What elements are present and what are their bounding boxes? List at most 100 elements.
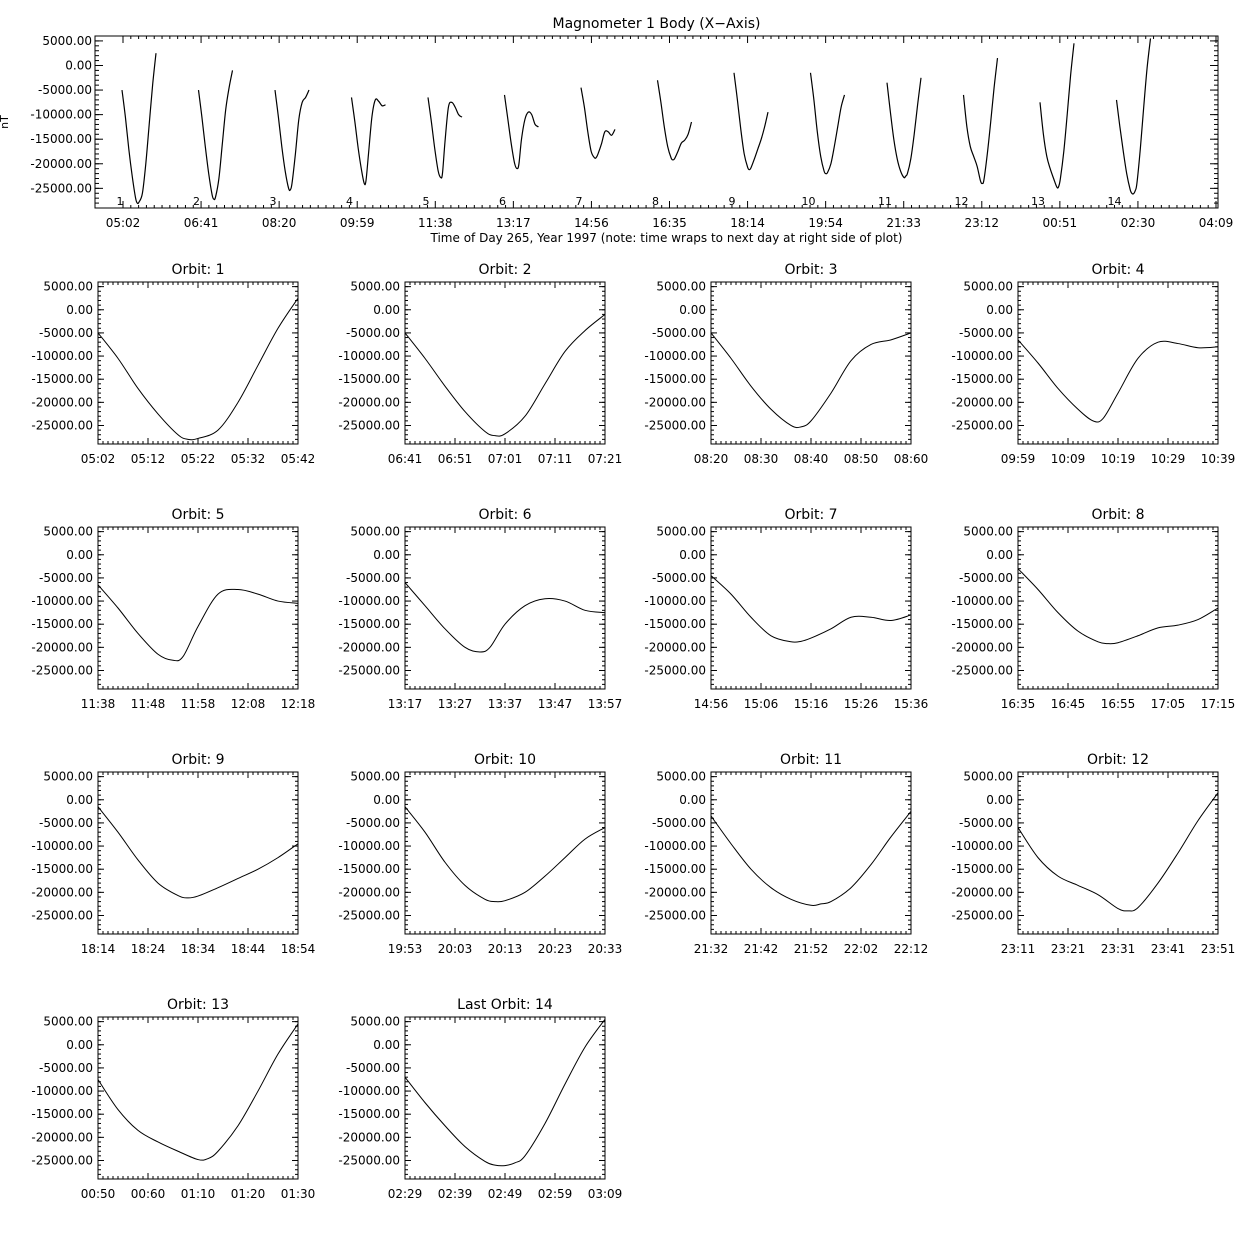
y-tick-label: -10000.00 [31,839,93,853]
x-tick-label: 18:54 [281,942,316,956]
x-tick-label: 14:56 [694,697,729,711]
panel-frame [97,771,299,935]
y-tick-label: -25000.00 [644,908,706,922]
y-tick-label: 0.00 [66,303,93,317]
orbit-panel-5: Orbit: 5 5000.00 0.00 -5000.00 -10000.00 -150… [31,507,315,711]
panel-title: Orbit: 10 [474,752,536,768]
y-tick-label: -5000.00 [346,326,400,340]
x-tick-label: 08:30 [744,452,779,466]
y-tick-label: -20000.00 [30,157,92,171]
x-tick-label: 00:50 [81,1187,116,1201]
overview-chart: Magnometer 1 Body (X−Axis) 5000.00 0.00 -50… [0,16,1233,245]
y-tick-label: -10000.00 [30,108,92,122]
y-tick-label: -5000.00 [959,326,1013,340]
x-tick-label: 23:12 [964,216,999,230]
overview-series-orbit-8 [656,80,693,161]
y-tick-label: 0.00 [373,1038,400,1052]
orbit-panel-9: Orbit: 9 5000.00 0.00 -5000.00 -10000.00 -150… [31,752,315,956]
x-tick-label: 17:15 [1201,697,1236,711]
x-tick-label: 22:12 [894,942,929,956]
overview-series-orbit-4 [350,97,386,186]
overview-series-orbit-5 [427,97,463,179]
y-tick-label: -15000.00 [644,372,706,386]
orbit-panel-13: Orbit: 13 5000.00 0.00 -5000.00 -10000.00 -15… [31,997,315,1201]
overview-series-orbit-14 [1115,38,1152,195]
panel-title: Orbit: 2 [478,262,531,278]
x-tick-label: 07:11 [538,452,573,466]
x-tick-label: 09:59 [1001,452,1036,466]
orbit-number-label: 3 [270,195,277,208]
panel-frame [97,1016,299,1180]
y-tick-label: -15000.00 [31,862,93,876]
y-tick-label: -5000.00 [652,816,706,830]
x-tick-label: 18:14 [730,216,765,230]
x-tick-label: 05:02 [106,216,141,230]
x-tick-label: 23:41 [1151,942,1186,956]
y-tick-label: -15000.00 [31,617,93,631]
y-tick-label: -5000.00 [346,1061,400,1075]
x-tick-label: 05:02 [81,452,116,466]
x-tick-label: 13:27 [438,697,473,711]
x-tick-label: 21:32 [694,942,729,956]
orbit-number-label: 8 [652,195,659,208]
x-tick-label: 18:34 [181,942,216,956]
x-tick-label: 05:22 [181,452,216,466]
x-tick-label: 13:17 [388,697,423,711]
series-line-orbit-10 [404,806,606,903]
y-tick-label: -15000.00 [951,372,1013,386]
panel-title: Orbit: 13 [167,997,229,1013]
y-tick-label: 5000.00 [656,770,706,784]
orbit-panel-2: Orbit: 2 5000.00 0.00 -5000.00 -10000.00 -150… [338,262,622,466]
y-tick-label: -15000.00 [338,617,400,631]
x-tick-label: 02:29 [388,1187,423,1201]
x-tick-label: 08:20 [694,452,729,466]
y-tick-label: -20000.00 [338,395,400,409]
orbit-panel-6: Orbit: 6 5000.00 0.00 -5000.00 -10000.00 -150… [338,507,622,711]
y-tick-label: 5000.00 [963,280,1013,294]
x-tick-label: 23:11 [1001,942,1036,956]
y-tick-label: -25000.00 [338,663,400,677]
x-tick-label: 13:17 [496,216,531,230]
y-tick-label: -25000.00 [31,418,93,432]
overview-series-orbit-7 [580,87,616,159]
orbit-panel-7: Orbit: 7 5000.00 0.00 -5000.00 -10000.00 -150… [644,507,928,711]
y-tick-label: -5000.00 [39,571,93,585]
overview-series-orbit-12 [962,58,999,185]
y-tick-label: -15000.00 [951,862,1013,876]
y-tick-label: 5000.00 [656,280,706,294]
x-tick-label: 06:51 [438,452,473,466]
panel-frame [404,771,606,935]
panel-title: Orbit: 12 [1087,752,1149,768]
panel-title: Orbit: 4 [1091,262,1144,278]
x-tick-label: 10:19 [1101,452,1136,466]
y-tick-label: -20000.00 [31,640,93,654]
y-tick-label: 0.00 [986,793,1013,807]
x-tick-label: 09:59 [340,216,375,230]
orbit-number-label: 11 [878,195,892,208]
overview-series-orbit-10 [809,72,846,175]
orbit-panel-12: Orbit: 12 5000.00 0.00 -5000.00 -10000.00 -15… [951,752,1235,956]
y-tick-label: -20000.00 [338,1130,400,1144]
x-tick-label: 00:51 [1043,216,1078,230]
y-tick-label: -15000.00 [951,617,1013,631]
panel-title: Orbit: 8 [1091,507,1144,523]
y-tick-label: -20000.00 [31,885,93,899]
series-line-orbit-1 [97,297,299,441]
x-tick-label: 16:55 [1101,697,1136,711]
panel-title: Orbit: 3 [784,262,837,278]
series-line-orbit-11 [710,811,912,906]
panel-frame [1017,771,1219,935]
y-tick-label: -10000.00 [951,594,1013,608]
orbit-panels: Orbit: 1 5000.00 0.00 -5000.00 -10000.00 -150… [31,262,1235,1201]
y-tick-label: -5000.00 [39,1061,93,1075]
x-tick-label: 21:42 [744,942,779,956]
y-tick-label: -15000.00 [31,372,93,386]
y-tick-label: 5000.00 [350,525,400,539]
x-tick-label: 23:21 [1051,942,1086,956]
orbit-panel-4: Orbit: 4 5000.00 0.00 -5000.00 -10000.00 -150… [951,262,1235,466]
orbit-number-label: 1 [117,195,124,208]
y-tick-label: -10000.00 [31,594,93,608]
x-tick-label: 10:39 [1201,452,1236,466]
x-tick-label: 08:20 [262,216,297,230]
y-tick-label: 0.00 [65,58,92,72]
